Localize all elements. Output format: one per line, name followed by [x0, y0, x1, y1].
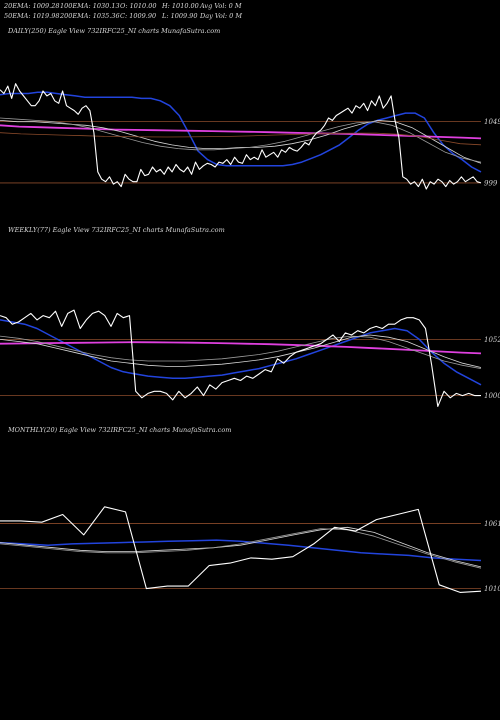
monthly-ema-gray-line [0, 528, 482, 569]
header-200ema: 200EMA: 1035.36 [59, 12, 120, 20]
weekly-chart-panel: 1052 1000 [0, 309, 500, 407]
daily-ema-long-pink-line [0, 124, 482, 140]
monthly-ema-mid-line [0, 526, 482, 568]
weekly-ema-gray-line [0, 335, 482, 369]
monthly-price-line [0, 506, 482, 593]
header-low: L: 1009.90 [161, 12, 197, 20]
monthly-panel-title: MONTHLY(20) Eagle View 732IRFC25_NI char… [7, 426, 231, 434]
daily-ema-short-line [0, 91, 482, 173]
header-avg-vol: Avg Vol: 0 M [199, 2, 242, 10]
monthly-ema-short-line [0, 539, 482, 562]
weekly-ema-mid-line [0, 334, 482, 368]
monthly-y-tick-label-1: 1010 [484, 585, 500, 593]
header-open: O: 1010.00 [120, 2, 156, 10]
daily-ema-mid-line [0, 120, 482, 164]
daily-ema-brown-line [0, 132, 482, 146]
indicator-header: 20EMA: 1009.28 100EMA: 1030.13 O: 1010.0… [3, 2, 242, 20]
header-close: C: 1009.90 [120, 12, 156, 20]
weekly-y-tick-label-0: 1052 [484, 336, 500, 344]
weekly-y-tick-label-1: 1000 [484, 392, 500, 400]
header-50ema: 50EMA: 1019.98 [4, 12, 60, 20]
weekly-panel-title: WEEKLY(77) Eagle View 732IRFC25_NI chart… [8, 226, 225, 234]
weekly-price-line [0, 309, 481, 407]
header-20ema: 20EMA: 1009.28 [3, 2, 60, 10]
daily-panel-title: DAILY(250) Eagle View 732IRFC25_NI chart… [7, 27, 220, 35]
header-100ema: 100EMA: 1030.13 [60, 2, 120, 10]
header-high: H: 1010.00 [161, 2, 199, 10]
daily-y-tick-label-1: 999 [484, 179, 498, 187]
weekly-ema-long-pink-line [0, 341, 482, 355]
daily-ema-gray-line [0, 117, 482, 163]
daily-price-line [0, 83, 482, 190]
header-day-vol: Day Vol: 0 M [199, 12, 242, 20]
